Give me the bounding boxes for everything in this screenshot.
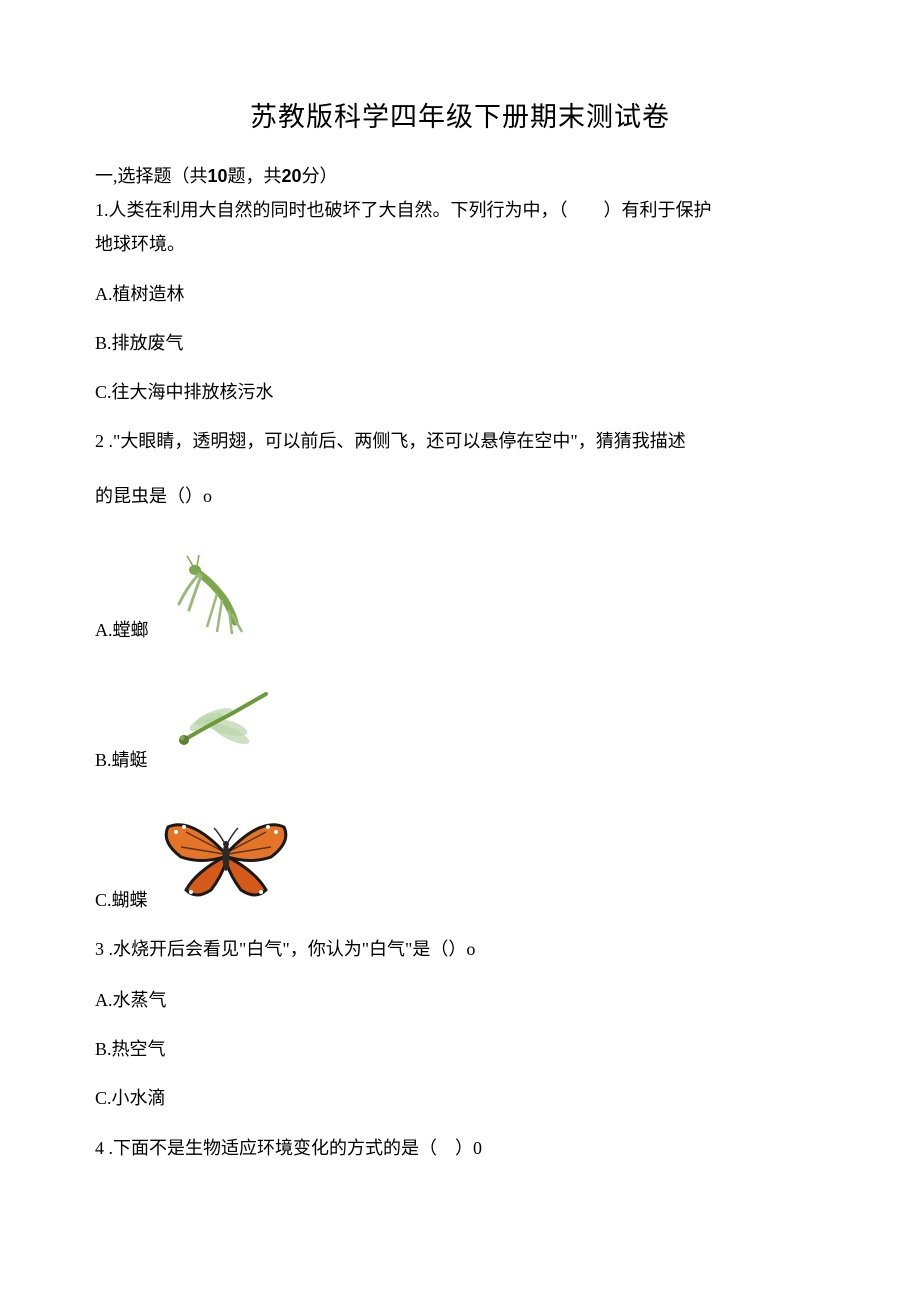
question-4: 4 .下面不是生物适应环境变化的方式的是（ ）0 xyxy=(95,1133,825,1164)
q2-option-c: C.蝴蝶 xyxy=(95,802,825,912)
q1-number: 1. xyxy=(95,200,109,220)
q1-option-c-text: C.往大海中排放核污水 xyxy=(95,378,274,407)
question-count: 10 xyxy=(208,166,228,186)
question-3: 3 .水烧开后会看见"白气"，你认为"白气"是（）o xyxy=(95,934,825,965)
q3-option-a: A.水蒸气 xyxy=(95,986,825,1015)
mantis-icon xyxy=(157,542,267,642)
q1-option-c: C.往大海中排放核污水 xyxy=(95,378,825,407)
q1-text-line1: 人类在利用大自然的同时也破坏了大自然。下列行为中，（ ）有利于保护 xyxy=(109,200,712,220)
q1-option-a: A.植树造林 xyxy=(95,280,825,309)
q3-number: 3 . xyxy=(95,939,113,959)
points-count: 20 xyxy=(282,166,302,186)
q2-number: 2 . xyxy=(95,431,113,451)
section-suffix: 分） xyxy=(302,166,338,186)
q3-option-b: B.热空气 xyxy=(95,1035,825,1064)
q4-number: 4 . xyxy=(95,1138,113,1158)
q3-text: 水烧开后会看见"白气"，你认为"白气"是（）o xyxy=(113,939,475,959)
q2-option-a: A.螳螂 xyxy=(95,542,825,642)
q1-option-b-text: B.排放废气 xyxy=(95,329,184,358)
q2-option-b: B.蜻蜓 xyxy=(95,672,825,772)
page-title: 苏教版科学四年级下册期末测试卷 xyxy=(95,95,825,134)
section-prefix: 一,选择题（共 xyxy=(95,166,208,186)
dragonfly-icon xyxy=(156,672,286,772)
question-2: 2 ."大眼睛，透明翅，可以前后、两侧飞，还可以悬停在空中"，猜猜我描述 xyxy=(95,426,825,457)
document-page: 苏教版科学四年级下册期末测试卷 一,选择题（共10题，共20分） 1.人类在利用… xyxy=(0,0,920,1301)
q1-option-b: B.排放废气 xyxy=(95,329,825,358)
butterfly-icon xyxy=(156,802,296,912)
q3-option-c: C.小水滴 xyxy=(95,1084,825,1113)
q3-option-b-text: B.热空气 xyxy=(95,1035,166,1064)
question-1: 1.人类在利用大自然的同时也破坏了大自然。下列行为中，（ ）有利于保护 xyxy=(95,195,825,226)
q2-option-a-label: A.螳螂 xyxy=(95,616,149,642)
q3-option-c-text: C.小水滴 xyxy=(95,1084,166,1113)
q2-option-b-label: B.蜻蜓 xyxy=(95,746,148,772)
q2-text-line1: "大眼睛，透明翅，可以前后、两侧飞，还可以悬停在空中"，猜猜我描述 xyxy=(113,431,686,451)
section-1-heading: 一,选择题（共10题，共20分） xyxy=(95,162,825,191)
section-mid: 题，共 xyxy=(228,166,282,186)
q3-option-a-text: A.水蒸气 xyxy=(95,986,167,1015)
q2-text-line2: 的昆虫是（）o xyxy=(95,481,825,512)
q2-option-c-label: C.蝴蝶 xyxy=(95,886,148,912)
q1-option-a-text: A.植树造林 xyxy=(95,280,185,309)
q4-text: 下面不是生物适应环境变化的方式的是（ ）0 xyxy=(113,1138,482,1158)
q1-text-line2: 地球环境。 xyxy=(95,229,825,260)
